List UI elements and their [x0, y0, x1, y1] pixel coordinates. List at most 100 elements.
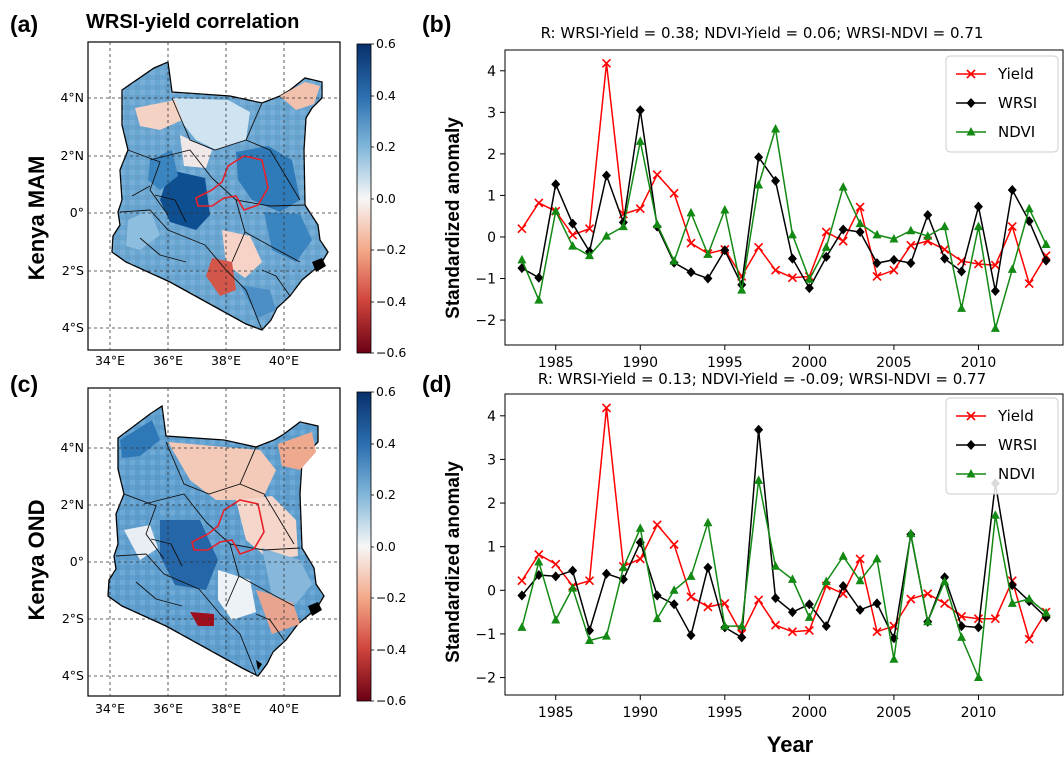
data-point: [1041, 239, 1051, 248]
colorbar-tick: −0.6: [376, 345, 406, 360]
data-point: [754, 242, 764, 252]
series-wrsi: [517, 105, 1051, 296]
data-point: [517, 576, 527, 586]
colorbar-tick: 0.0: [376, 539, 396, 554]
data-point: [855, 575, 865, 585]
data-point: [551, 559, 561, 569]
x-tick-label: 2010: [961, 355, 997, 371]
data-point: [1007, 264, 1017, 273]
data-point: [1007, 185, 1017, 196]
y-tick-label: 2: [487, 496, 496, 512]
data-point: [754, 595, 764, 605]
data-point: [855, 218, 865, 228]
data-point: [669, 188, 679, 198]
data-point: [957, 266, 967, 277]
data-point: [652, 590, 662, 601]
data-point: [703, 249, 713, 258]
legend-box: [945, 55, 1059, 153]
data-point: [771, 561, 781, 570]
y-axis-label: Standardized anomaly: [443, 461, 464, 663]
series-ndvi: [517, 123, 1051, 332]
data-point: [838, 224, 848, 235]
data-point: [804, 274, 814, 283]
data-point: [635, 105, 645, 116]
data-point: [635, 523, 645, 532]
data-point: [703, 273, 713, 284]
data-point: [923, 209, 933, 220]
data-point: [652, 613, 662, 623]
data-point: [618, 562, 628, 572]
colorbar-tick: 0.6: [376, 36, 396, 51]
data-point: [1024, 278, 1034, 289]
colorbar-tick: −0.6: [376, 693, 406, 708]
data-point: [669, 256, 679, 265]
y-tick-label: 0: [487, 583, 496, 599]
data-point: [821, 251, 831, 262]
legend-label: Yield: [997, 65, 1034, 83]
colorbar: 0.6 0.4 0.2 0.0 −0.2 −0.4 −0.6: [356, 36, 406, 360]
lat-tick-label: 2°N: [60, 497, 84, 512]
x-tick-label: 1995: [707, 705, 743, 721]
panel-letter: (d): [422, 371, 451, 397]
data-point: [906, 240, 916, 250]
data-point: [990, 614, 1000, 624]
data-point: [669, 599, 679, 610]
data-point: [635, 136, 645, 145]
data-point: [872, 627, 882, 637]
data-point: [754, 475, 764, 484]
legend: Yield WRSI NDVI: [945, 55, 1059, 153]
data-point: [973, 622, 983, 633]
data-point: [771, 123, 781, 133]
series-layer: [517, 58, 1051, 332]
data-point: [534, 198, 544, 208]
data-point: [906, 528, 916, 538]
colorbar-tick: 0.0: [376, 191, 396, 206]
data-point: [568, 241, 578, 250]
data-point: [1007, 222, 1017, 232]
data-point: [771, 175, 781, 186]
series-yield: [517, 403, 1051, 644]
data-point: [838, 580, 848, 591]
x-tick-label: 2005: [876, 705, 912, 721]
plot-frame: [504, 393, 1064, 696]
colorbar-tick: 0.4: [376, 436, 396, 451]
series-line: [521, 110, 1047, 292]
data-point: [855, 554, 865, 564]
data-point: [534, 556, 544, 566]
data-point: [720, 204, 730, 214]
panel-letter: (c): [10, 371, 38, 397]
data-point: [855, 226, 865, 237]
data-point: [635, 204, 645, 214]
data-point: [889, 654, 899, 663]
data-point: [940, 576, 950, 586]
data-point: [906, 594, 916, 604]
data-point: [551, 571, 561, 582]
data-point: [821, 576, 831, 586]
legend-marker: [966, 69, 976, 79]
data-point: [669, 585, 679, 594]
data-point: [703, 562, 713, 573]
y-tick-label: 3: [487, 452, 496, 468]
data-point: [940, 253, 950, 264]
colorbar: 0.6 0.4 0.2 0.0 −0.2 −0.4 −0.6: [356, 384, 406, 708]
tick-layer: −2 −1 0 1 2 3 4 1985 1990 1995 2000 2005 2010: [475, 409, 996, 721]
x-axis-label: Year: [767, 732, 814, 757]
map-gridlines: [88, 388, 340, 696]
colorbar-tick: −0.2: [376, 242, 406, 257]
data-point: [973, 672, 983, 682]
legend-box: [945, 397, 1059, 495]
data-point: [973, 201, 983, 212]
lon-tick-label: 34°E: [95, 701, 125, 716]
y-tick-label: −2: [475, 313, 496, 329]
chart-title: R: WRSI-Yield = 0.38; NDVI-Yield = 0.06;…: [541, 24, 984, 42]
data-point: [551, 206, 561, 215]
tick-layer: −2 −1 0 1 2 3 4 1985 1990 1995 2000 2005 2010: [475, 64, 996, 371]
x-tick-label: 1985: [538, 705, 574, 721]
y-tick-label: −2: [475, 671, 496, 687]
data-point: [1024, 594, 1034, 603]
data-point: [990, 323, 1000, 332]
lat-tick-label: 4°S: [62, 668, 84, 683]
data-point: [686, 592, 696, 602]
data-point: [584, 224, 595, 234]
